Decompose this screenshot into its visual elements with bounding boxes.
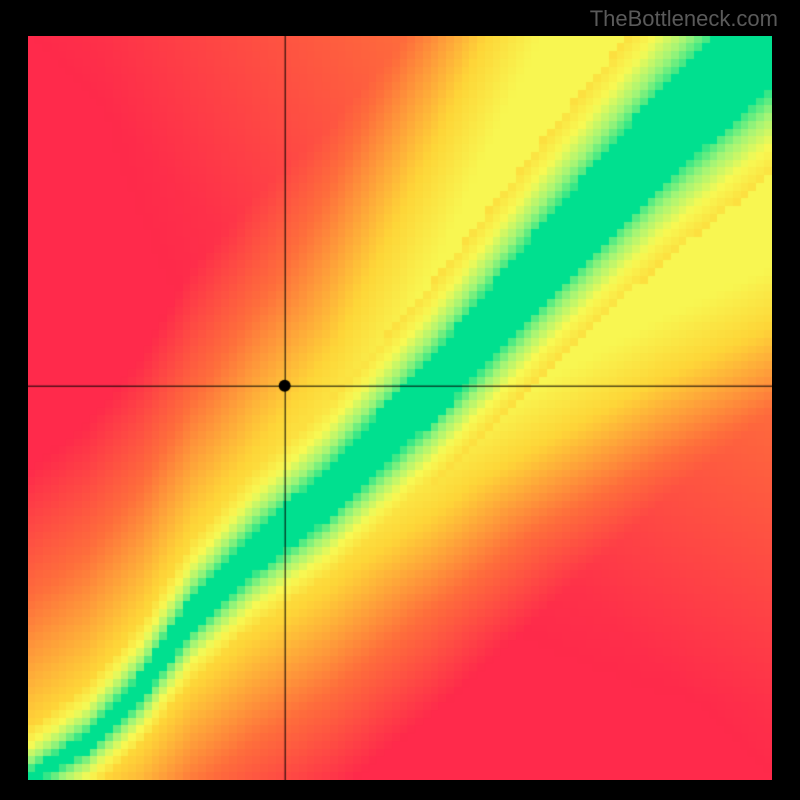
plot-area (28, 36, 772, 780)
heatmap-canvas (28, 36, 772, 780)
chart-container: TheBottleneck.com (0, 0, 800, 800)
watermark-text: TheBottleneck.com (590, 6, 778, 32)
